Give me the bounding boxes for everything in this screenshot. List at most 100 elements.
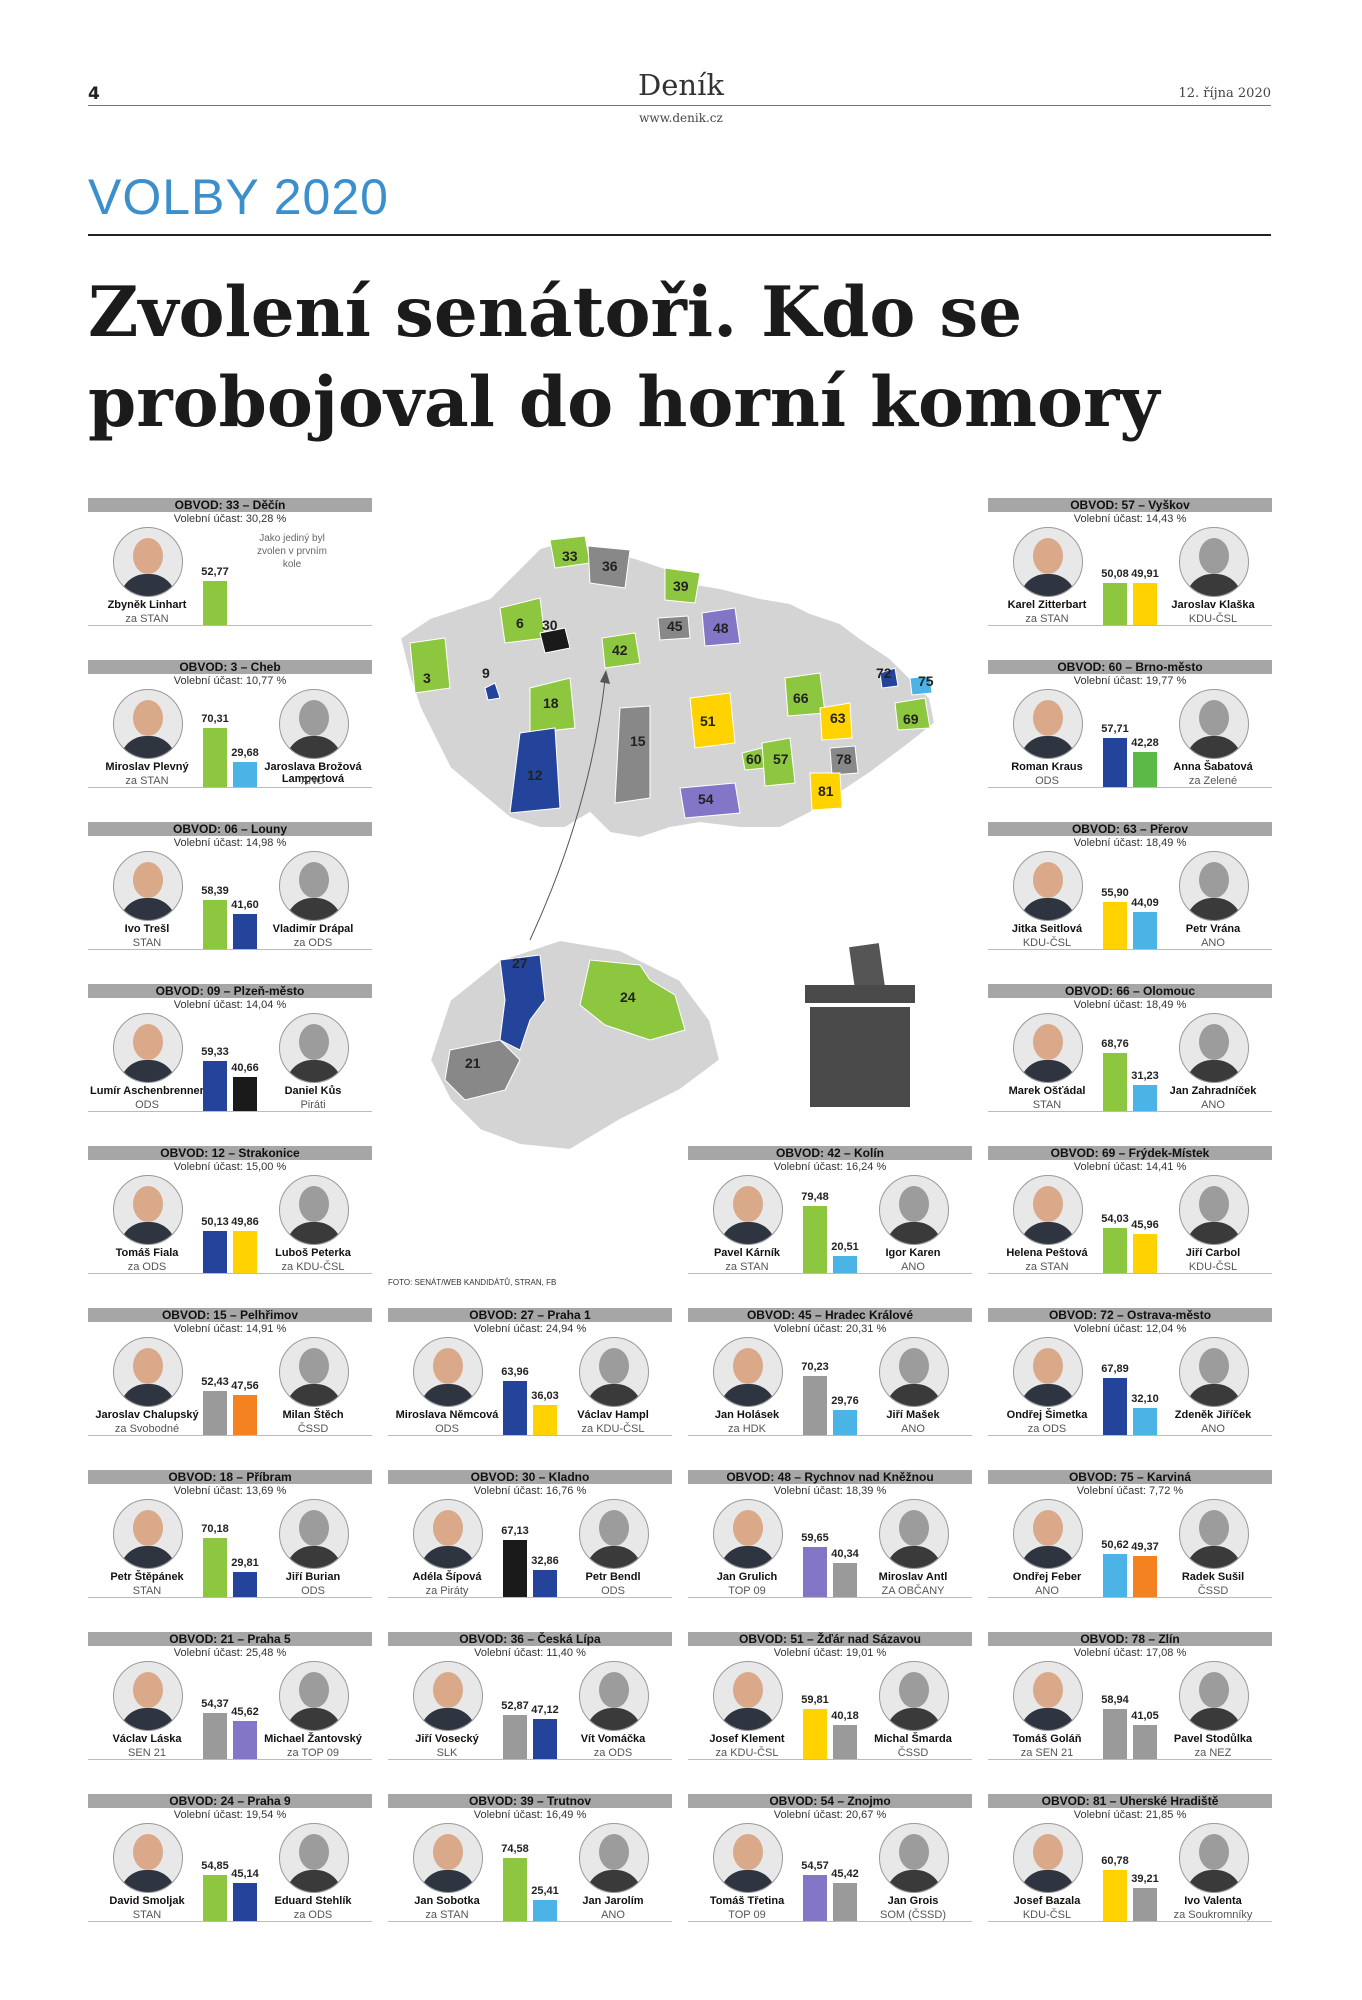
vote-value: 60,78: [1101, 1855, 1129, 1867]
turnout-label: Volební účast: 16,49 %: [473, 1809, 587, 1821]
turnout-label: Volební účast: 7,72 %: [1076, 1485, 1184, 1497]
district-header: OBVOD: 45 – Hradec Králové: [688, 1308, 972, 1322]
photo-head: [599, 1834, 629, 1870]
district-box: OBVOD: 09 – Plzeň-město Volební účast: 14…: [88, 984, 372, 1112]
district-box: OBVOD: 39 – Trutnov Volební účast: 16,49 …: [388, 1794, 672, 1922]
candidate-party: ANO: [601, 1909, 625, 1921]
candidate-party: SEN 21: [128, 1747, 166, 1759]
vote-value: 45,42: [831, 1868, 859, 1880]
turnout-label: Volební účast: 20,67 %: [773, 1809, 887, 1821]
candidate-name: Ondřej Feber: [1012, 1571, 1082, 1583]
photo-head: [1199, 1672, 1229, 1708]
photo-body: [720, 1708, 776, 1730]
photo-head: [1033, 538, 1063, 574]
prague-arrow: [529, 670, 610, 941]
photo-head: [1033, 1672, 1063, 1708]
district-header: OBVOD: 72 – Ostrava-město: [988, 1308, 1272, 1322]
box-baseline: [988, 1111, 1272, 1112]
photo-body: [886, 1708, 942, 1730]
vote-bar: [803, 1875, 827, 1922]
turnout-label: Volební účast: 19,77 %: [1073, 675, 1187, 687]
district-box: OBVOD: 18 – Příbram Volební účast: 13,69 …: [88, 1470, 372, 1598]
photo-head: [899, 1510, 929, 1546]
candidate-party: za ODS: [1027, 1423, 1067, 1435]
candidate-name: Jiří Vosecký: [415, 1733, 479, 1745]
photo-head: [433, 1672, 463, 1708]
photo-head: [599, 1672, 629, 1708]
candidate-party: ODS: [1035, 775, 1059, 787]
photo-head: [1199, 1348, 1229, 1384]
vote-bar: [1103, 902, 1127, 950]
vote-value: 52,77: [201, 566, 229, 578]
candidate-party: za Zelené: [1188, 775, 1238, 787]
district-header: OBVOD: 57 – Vyškov: [988, 498, 1272, 512]
vote-value: 49,86: [231, 1216, 259, 1228]
map-label-15: 15: [630, 733, 646, 749]
turnout-label: Volební účast: 14,43 %: [1073, 513, 1187, 525]
vote-bar: [503, 1858, 527, 1922]
brand-logo[interactable]: Deník: [638, 68, 724, 102]
vote-value: 40,66: [231, 1062, 259, 1074]
vote-bar: [233, 1883, 257, 1922]
vote-value: 54,37: [201, 1698, 229, 1710]
photo-head: [299, 1348, 329, 1384]
vote-bar: [1103, 1053, 1127, 1112]
candidate-photo: [413, 1499, 483, 1569]
ballot-box-body: [810, 1007, 910, 1107]
candidate-name: Ondřej Šimetka: [1006, 1409, 1088, 1421]
map-label-54: 54: [698, 791, 714, 807]
photo-head: [299, 1510, 329, 1546]
turnout-label: Volební účast: 16,24 %: [773, 1161, 887, 1173]
brand-url[interactable]: www.denik.cz: [639, 111, 723, 125]
candidate-party: za ODS: [127, 1261, 167, 1273]
candidate-name: Marek Ošťádal: [1008, 1085, 1086, 1097]
czech-map: 33 36 39 30 6 45 48 42 9 3 18 15 72 75 69 66 63 51 60 57 78 1…: [398, 535, 937, 840]
district-header: OBVOD: 15 – Pelhřimov: [88, 1308, 372, 1322]
box-baseline: [688, 1921, 972, 1922]
vote-bar: [1103, 1378, 1127, 1436]
candidate-party: za ODS: [593, 1747, 633, 1759]
candidate-party: za Soukromníky: [1173, 1909, 1253, 1921]
district-15: [614, 705, 651, 804]
prague-label-24: 24: [620, 989, 636, 1005]
map-label-3: 3: [423, 670, 431, 686]
vote-value: 52,43: [201, 1376, 229, 1388]
box-baseline: [388, 1921, 672, 1922]
candidate-name: Jitka Seitlová: [1011, 923, 1083, 935]
district-header: OBVOD: 75 – Karviná: [988, 1470, 1272, 1484]
district-header: OBVOD: 39 – Trutnov: [388, 1794, 672, 1808]
candidate-photo: [413, 1661, 483, 1731]
district-header: OBVOD: 63 – Přerov: [988, 822, 1272, 836]
candidate-photo: [1013, 1175, 1083, 1245]
photo-head: [733, 1186, 763, 1222]
vote-bar: [503, 1715, 527, 1760]
candidate-party: KDU-ČSL: [1188, 1261, 1238, 1273]
candidate-name: Petr Štěpánek: [110, 1571, 184, 1583]
photo-head: [1033, 1348, 1063, 1384]
candidate-photo: [879, 1175, 949, 1245]
candidate-name: Jan Jarolím: [582, 1895, 644, 1907]
vote-value: 25,41: [531, 1885, 559, 1897]
candidate-name: Milan Štěch: [282, 1409, 344, 1421]
candidate-photo: [113, 689, 183, 759]
candidate-party: ANO: [1035, 1585, 1059, 1597]
candidate-party: ODS: [435, 1423, 459, 1435]
photo-head: [133, 1186, 163, 1222]
photo-head: [299, 862, 329, 898]
candidate-party: za KDU-ČSL: [581, 1423, 645, 1435]
candidate-photo: [279, 1661, 349, 1731]
prague-district-21: [444, 1039, 521, 1101]
photo-body: [420, 1546, 476, 1568]
turnout-label: Volební účast: 14,98 %: [173, 837, 287, 849]
turnout-label: Volební účast: 18,49 %: [1073, 999, 1187, 1011]
district-box: OBVOD: 12 – Strakonice Volební účast: 15,…: [88, 1146, 372, 1274]
turnout-label: Volební účast: 18,49 %: [1073, 837, 1187, 849]
district-header: OBVOD: 69 – Frýdek-Místek: [988, 1146, 1272, 1160]
map-label-18: 18: [543, 695, 559, 711]
photo-body: [1020, 1870, 1076, 1892]
turnout-label: Volební účast: 16,76 %: [473, 1485, 587, 1497]
candidate-photo: [1179, 527, 1249, 597]
headline-line-1: Zvolení senátoři. Kdo se: [88, 272, 1023, 353]
district-box: OBVOD: 21 – Praha 5 Volební účast: 25,48 …: [88, 1632, 372, 1760]
district-header: OBVOD: 81 – Uherské Hradiště: [988, 1794, 1272, 1808]
